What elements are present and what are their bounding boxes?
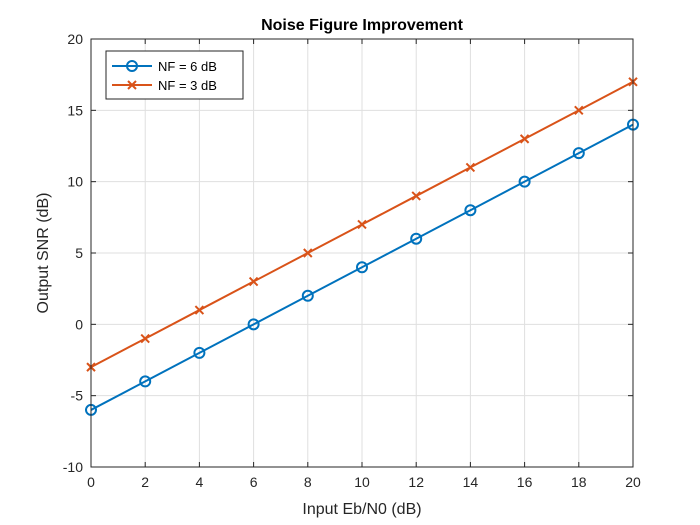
y-tick-label: 15 bbox=[67, 102, 83, 118]
x-tick-label: 4 bbox=[196, 474, 204, 490]
data-point-marker bbox=[301, 289, 314, 302]
y-tick-label: 10 bbox=[67, 174, 83, 190]
data-point-marker bbox=[572, 147, 585, 160]
x-tick-label: 8 bbox=[304, 474, 312, 490]
x-axis-label: Input Eb/N0 (dB) bbox=[302, 501, 421, 518]
legend-label: NF = 3 dB bbox=[158, 78, 217, 93]
x-tick-label: 6 bbox=[250, 474, 258, 490]
data-point-marker bbox=[248, 276, 259, 287]
data-point-marker bbox=[356, 261, 368, 274]
legend-entries: NF = 6 dB NF = 3 dB bbox=[112, 59, 217, 93]
legend-marker-swatch bbox=[126, 60, 138, 72]
x-tick-label: 2 bbox=[141, 474, 149, 490]
data-point-marker bbox=[411, 191, 421, 201]
legend-marker-swatch bbox=[127, 80, 137, 90]
x-tick-label: 14 bbox=[463, 474, 479, 490]
y-tick-label: 5 bbox=[75, 245, 83, 261]
data-point-marker bbox=[465, 162, 476, 173]
legend-entry: NF = 3 dB bbox=[112, 78, 217, 93]
legend-entry: NF = 6 dB bbox=[112, 59, 217, 74]
x-tick-label: 16 bbox=[517, 474, 533, 490]
y-tick-label: 0 bbox=[75, 316, 83, 332]
data-point-marker bbox=[519, 134, 530, 144]
chart-title: Noise Figure Improvement bbox=[261, 17, 463, 34]
y-tick-label: -10 bbox=[63, 459, 83, 475]
data-point-marker bbox=[464, 204, 477, 217]
data-point-marker bbox=[193, 346, 206, 359]
x-tick-label: 20 bbox=[625, 474, 641, 490]
x-tick-label: 0 bbox=[87, 474, 95, 490]
series-layer bbox=[85, 77, 639, 416]
data-point-marker bbox=[410, 232, 423, 245]
y-tick-label: -5 bbox=[71, 388, 84, 404]
series-2 bbox=[86, 77, 638, 372]
data-point-marker bbox=[518, 175, 531, 188]
ticks: 0 2 4 6 8 10 12 14 16 18 20 -10 -5 0 5 10 15 20 bbox=[63, 31, 641, 490]
legend-label: NF = 6 dB bbox=[158, 59, 217, 74]
data-point-marker bbox=[194, 305, 205, 315]
x-tick-label: 12 bbox=[408, 474, 424, 490]
legend-box bbox=[105, 50, 244, 100]
x-tick-label: 18 bbox=[571, 474, 587, 490]
data-point-marker bbox=[139, 375, 152, 388]
data-point-marker bbox=[574, 105, 584, 116]
data-point-marker bbox=[303, 248, 313, 258]
data-point-marker bbox=[357, 219, 367, 230]
series-line bbox=[90, 123, 634, 411]
x-tick-label: 10 bbox=[354, 474, 370, 490]
y-tick-label: 20 bbox=[67, 31, 83, 47]
data-point-marker bbox=[247, 318, 260, 331]
legend: NF = 6 dB NF = 3 dB bbox=[105, 50, 244, 100]
data-point-marker bbox=[140, 333, 150, 344]
y-axis-label: Output SNR (dB) bbox=[35, 193, 52, 314]
